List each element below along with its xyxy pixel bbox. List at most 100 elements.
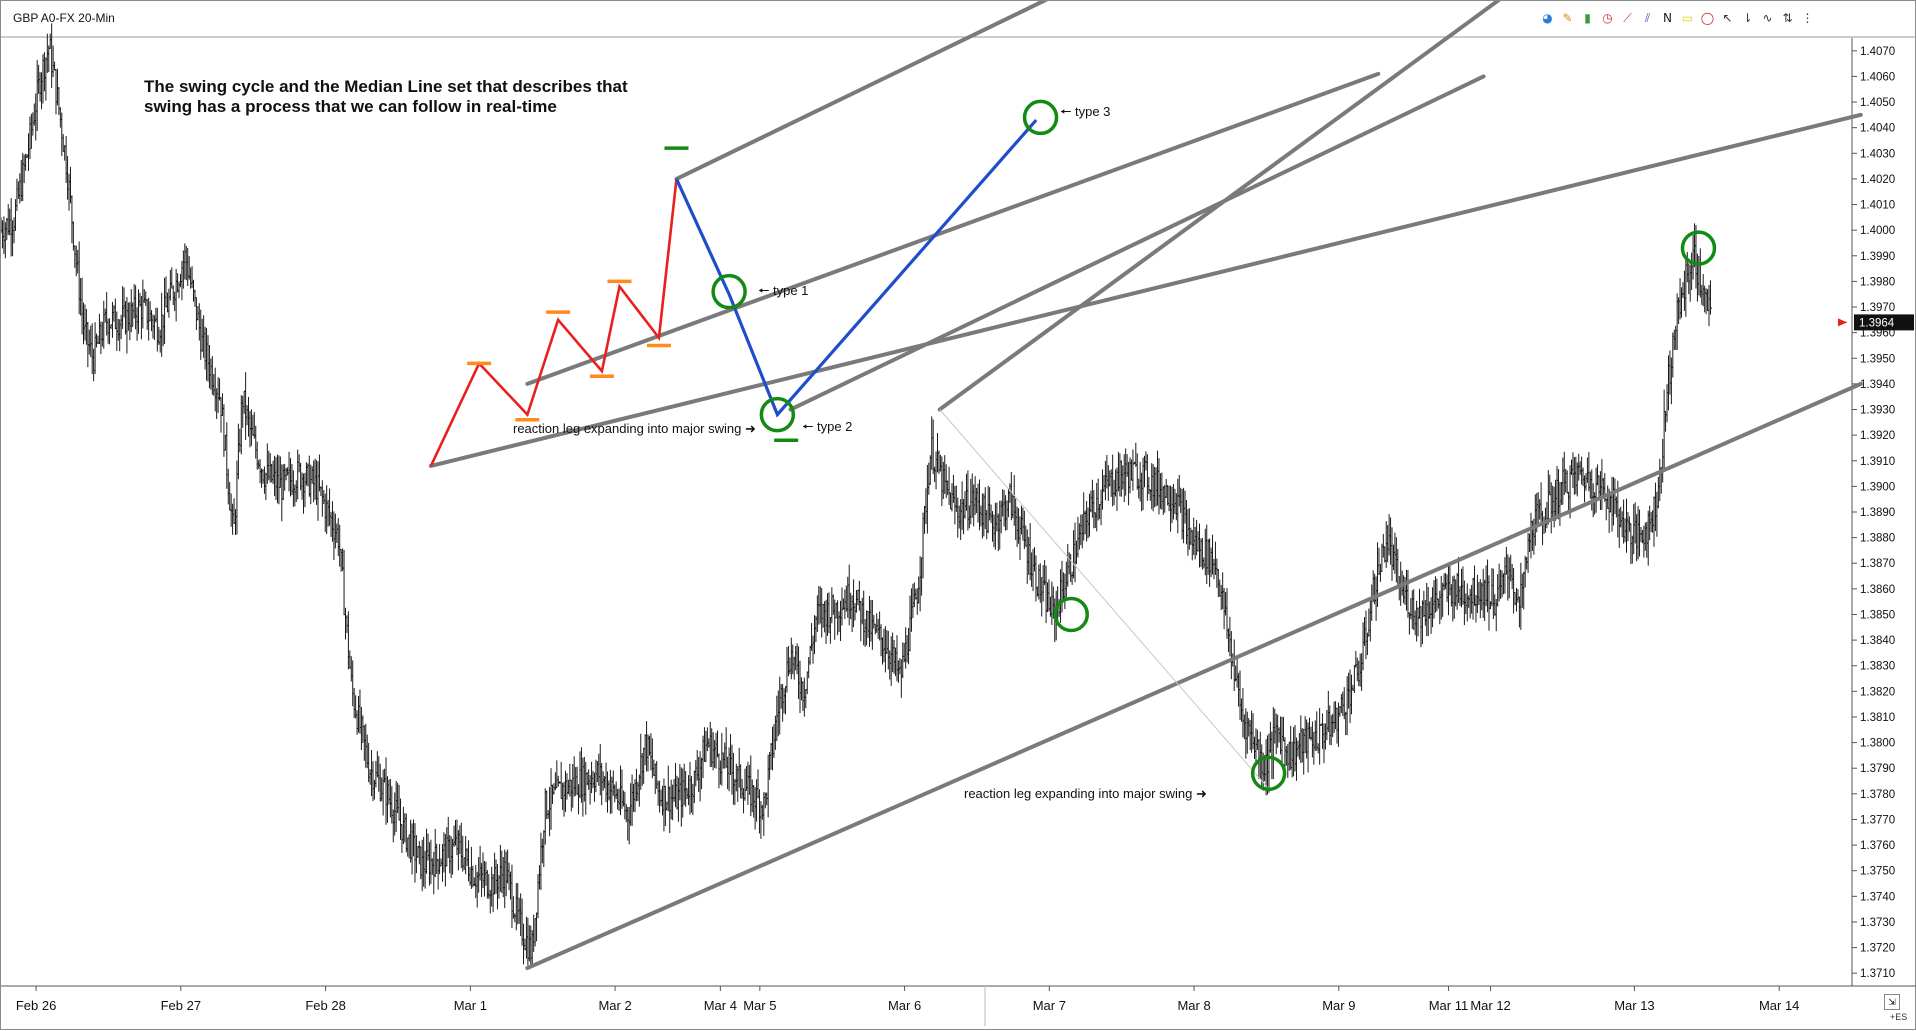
price-tick-label: 1.3710: [1860, 968, 1895, 980]
price-tick-label: 1.3930: [1860, 405, 1895, 417]
time-tick-label: Feb 27: [161, 998, 201, 1013]
time-tick-label: Mar 7: [1033, 998, 1066, 1013]
price-tick-label: 1.4070: [1860, 46, 1895, 58]
price-tick-label: 1.3730: [1860, 917, 1895, 929]
time-tick-label: Feb 28: [305, 998, 345, 1013]
price-tick-label: 1.3780: [1860, 789, 1895, 801]
swing-overlays: [429, 99, 1717, 792]
price-tick-label: 1.4040: [1860, 123, 1895, 135]
price-tick-label: 1.4010: [1860, 200, 1895, 212]
expand-icon[interactable]: ⇲: [1884, 994, 1900, 1010]
price-tick-label: 1.3770: [1860, 814, 1895, 826]
clock-icon[interactable]: ◷: [1602, 11, 1613, 25]
pivot-circle: [759, 396, 796, 433]
ellipse-icon[interactable]: ◯: [1700, 11, 1715, 25]
last-price-flag: [1854, 314, 1914, 331]
chart-title: GBP A0-FX 20-Min: [13, 11, 115, 25]
pivot-circle: [1053, 596, 1089, 633]
chart-pie-icon[interactable]: ◕: [1542, 11, 1553, 25]
time-tick-label: Mar 11: [1429, 998, 1469, 1013]
price-tick-label: 1.3870: [1860, 558, 1895, 570]
pivot-circle: [1250, 755, 1287, 792]
price-tick-label: 1.3980: [1860, 276, 1895, 288]
price-tick-label: 1.3810: [1860, 712, 1895, 724]
headline-line-1: The swing cycle and the Median Line set …: [144, 77, 628, 96]
median-lines: [428, 1, 1863, 971]
trend-tool-icon[interactable]: ⟋: [1623, 11, 1632, 25]
median-line: [525, 71, 1381, 386]
price-bar: [1318, 708, 1322, 765]
pivot-circle: [1022, 99, 1059, 136]
price-bar: [1708, 280, 1713, 315]
headline-line-2: swing has a process that we can follow i…: [144, 97, 557, 116]
price-axis: 1.3710 1.3720 1.3730 1.3740 1.3750 1.3760 1.37…: [1838, 46, 1914, 980]
price-tick-label: 1.3830: [1860, 661, 1895, 673]
price-tick-label: 1.3760: [1860, 840, 1895, 852]
letter-n-icon[interactable]: N: [1663, 11, 1672, 25]
type2-label: 🠔 type 2: [802, 419, 853, 434]
price-tick-label: 1.3740: [1860, 891, 1895, 903]
price-tick-label: 1.3880: [1860, 533, 1895, 545]
price-tick-label: 1.3800: [1860, 738, 1895, 750]
time-tick-label: Mar 2: [598, 998, 631, 1013]
vertical-line-icon[interactable]: ⇂: [1742, 11, 1753, 25]
more-icon[interactable]: ⋮: [1801, 11, 1814, 25]
time-tick-label: Feb 26: [16, 998, 56, 1013]
wave-icon[interactable]: ∿: [1762, 11, 1773, 25]
time-tick-label: Mar 1: [454, 998, 487, 1013]
price-tick-label: 1.3750: [1860, 866, 1895, 878]
price-tick-label: 1.3820: [1860, 686, 1895, 698]
es-corner-label: +ES: [1890, 1012, 1908, 1022]
pivot-circle: [711, 273, 747, 310]
price-tick-label: 1.3790: [1860, 763, 1895, 775]
price-tick-label: 1.3860: [1860, 584, 1895, 596]
pivot-circle: [1680, 230, 1717, 266]
arrows-icon[interactable]: ⇅: [1782, 11, 1793, 25]
time-tick-label: Mar 12: [1470, 998, 1510, 1013]
pitchfork-icon[interactable]: ⫽: [1644, 11, 1651, 25]
price-tick-label: 1.4060: [1860, 71, 1895, 83]
last-price-label: 1.3964: [1859, 317, 1895, 329]
price-tick-label: 1.3960: [1860, 328, 1895, 340]
median-line: [428, 112, 1863, 468]
pencil-icon[interactable]: ✎: [1562, 11, 1573, 25]
price-tick-label: 1.3900: [1860, 481, 1895, 493]
type3-label: 🠔 type 3: [1060, 104, 1111, 119]
headline-annotation: The swing cycle and the Median Line set …: [144, 77, 704, 117]
reaction-connector-line: [939, 409, 1270, 790]
price-tick-label: 1.3850: [1860, 609, 1895, 621]
drawing-toolbar: ◕ ✎ ▮ ◷ ⟋ ⫽ N ▭ ◯ ↖ ⇂ ∿ ⇅ ⋮: [1539, 10, 1816, 28]
time-tick-label: Mar 13: [1614, 998, 1654, 1013]
median-line: [788, 74, 1486, 412]
blue-swing-line: [675, 118, 1038, 418]
type1-label: 🠔 type 1: [758, 283, 809, 298]
time-tick-label: Mar 5: [743, 998, 776, 1013]
time-tick-label: Mar 4: [704, 998, 737, 1013]
time-axis: Feb 26 Feb 27 Feb 28 Mar 1 Mar 2 Mar 4 Mar 5 Ma…: [16, 986, 1799, 1013]
price-tick-label: 1.3950: [1860, 353, 1895, 365]
red-swing-line: [429, 178, 678, 467]
median-line: [937, 1, 1501, 412]
price-tick-label: 1.3720: [1860, 943, 1895, 955]
rectangle-icon[interactable]: ▭: [1681, 11, 1694, 25]
chart-grid: [1, 36, 1916, 1026]
cursor-icon[interactable]: ↖: [1722, 11, 1733, 25]
time-tick-label: Mar 14: [1759, 998, 1799, 1013]
price-tick-label: 1.3920: [1860, 430, 1895, 442]
bar-chart-icon[interactable]: ▮: [1584, 11, 1591, 25]
price-tick-label: 1.3840: [1860, 635, 1895, 647]
price-tick-label: 1.4020: [1860, 174, 1895, 186]
title-bar: GBP A0-FX 20-Min ◕ ✎ ▮ ◷ ⟋ ⫽ N ▭ ◯ ↖ ⇂ ∿ ⇅ ⋮: [1, 1, 1916, 37]
price-bars: [1, 23, 1713, 966]
price-tick-label: 1.4030: [1860, 148, 1895, 160]
price-tick-label: 1.3890: [1860, 507, 1895, 519]
price-tick-label: 1.3940: [1860, 379, 1895, 391]
price-tick-label: 1.3910: [1860, 456, 1895, 468]
price-tick-label: 1.3990: [1860, 251, 1895, 263]
reaction-label-2: reaction leg expanding into major swing …: [964, 786, 1207, 801]
time-tick-label: Mar 6: [888, 998, 921, 1013]
time-tick-label: Mar 9: [1322, 998, 1355, 1013]
median-line: [674, 1, 1049, 181]
